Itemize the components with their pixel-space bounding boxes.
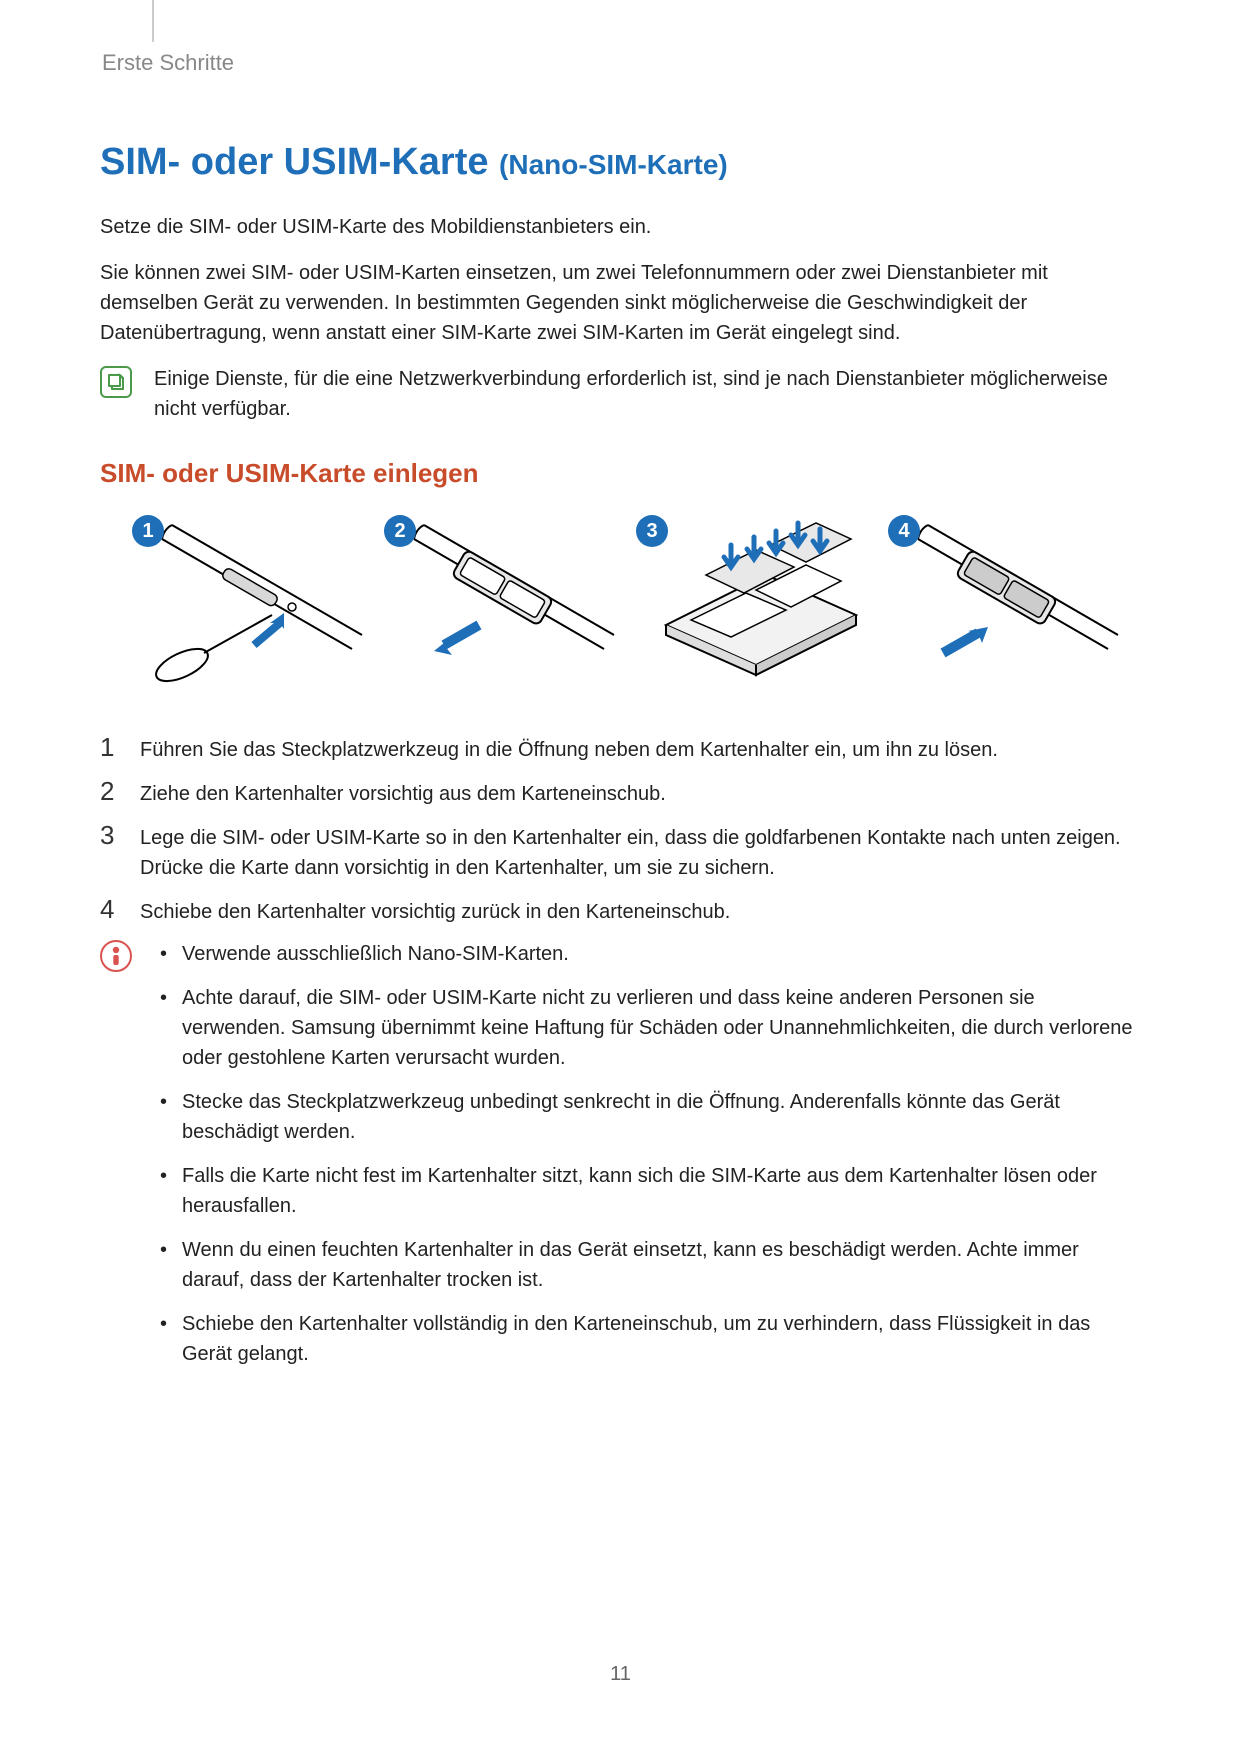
alert-item: Falls die Karte nicht fest im Kartenhalt…: [154, 1161, 1141, 1221]
step-row-4: 4 Schiebe den Kartenhalter vorsichtig zu…: [100, 895, 1141, 927]
page-title: SIM- oder USIM-Karte (Nano-SIM-Karte): [100, 141, 1141, 184]
step-number: 2: [100, 777, 120, 806]
step-circle-1: 1: [132, 515, 164, 547]
diagram-step-2: 2: [384, 515, 624, 685]
running-head: Erste Schritte: [102, 50, 1141, 76]
alert-list: Verwende ausschließlich Nano-SIM-Karten.…: [154, 939, 1141, 1383]
page-number: 11: [0, 1663, 1241, 1686]
diagram-step-1: 1: [132, 515, 372, 685]
step-number: 4: [100, 895, 120, 924]
alert-item: Schiebe den Kartenhalter vollständig in …: [154, 1309, 1141, 1369]
step-circle-2: 2: [384, 515, 416, 547]
step-text: Schiebe den Kartenhalter vorsichtig zurü…: [140, 895, 730, 927]
step-row-2: 2 Ziehe den Kartenhalter vorsichtig aus …: [100, 777, 1141, 809]
alert-item: Achte darauf, die SIM- oder USIM-Karte n…: [154, 983, 1141, 1073]
alert-block: Verwende ausschließlich Nano-SIM-Karten.…: [100, 939, 1141, 1383]
step-text: Lege die SIM- oder USIM-Karte so in den …: [140, 821, 1141, 883]
step-number: 1: [100, 733, 120, 762]
page-content: Erste Schritte SIM- oder USIM-Karte (Nan…: [0, 0, 1241, 1754]
intro-paragraph-1: Setze die SIM- oder USIM-Karte des Mobil…: [100, 212, 1141, 242]
diagram-step-3: 3: [636, 515, 876, 685]
step-number: 3: [100, 821, 120, 850]
note-icon: [100, 366, 132, 398]
title-sub: (Nano-SIM-Karte): [499, 149, 728, 180]
alert-item: Stecke das Steckplatzwerkzeug unbedingt …: [154, 1087, 1141, 1147]
diagram-row: 1 2: [100, 515, 1141, 685]
step-row-1: 1 Führen Sie das Steckplatzwerkzeug in d…: [100, 733, 1141, 765]
title-main: SIM- oder USIM-Karte: [100, 141, 499, 183]
alert-item: Wenn du einen feuchten Kartenhalter in d…: [154, 1235, 1141, 1295]
step-circle-3: 3: [636, 515, 668, 547]
step-text: Führen Sie das Steckplatzwerkzeug in die…: [140, 733, 998, 765]
note-text: Einige Dienste, für die eine Netzwerkver…: [154, 364, 1141, 424]
ordered-steps: 1 Führen Sie das Steckplatzwerkzeug in d…: [100, 733, 1141, 927]
step-row-3: 3 Lege die SIM- oder USIM-Karte so in de…: [100, 821, 1141, 883]
subheading: SIM- oder USIM-Karte einlegen: [100, 458, 1141, 489]
alert-icon: [100, 940, 132, 972]
step-text: Ziehe den Kartenhalter vorsichtig aus de…: [140, 777, 666, 809]
note-block: Einige Dienste, für die eine Netzwerkver…: [100, 364, 1141, 424]
alert-item: Verwende ausschließlich Nano-SIM-Karten.: [154, 939, 1141, 969]
diagram-step-4: 4: [888, 515, 1128, 685]
intro-paragraph-2: Sie können zwei SIM- oder USIM-Karten ei…: [100, 258, 1141, 348]
step-circle-4: 4: [888, 515, 920, 547]
